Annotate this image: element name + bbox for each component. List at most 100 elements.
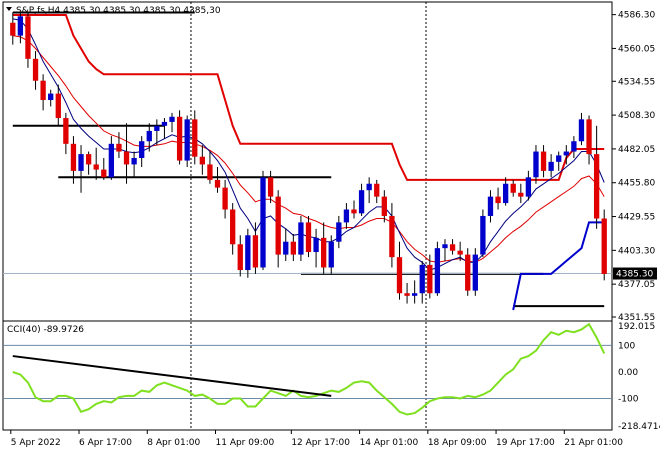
candle-body (93, 164, 99, 170)
x-tick-label: 5 Apr 2022 (11, 438, 61, 448)
candle-body (48, 93, 54, 101)
candle-body (10, 22, 16, 36)
y-tick-label: 4455.80 (618, 179, 655, 189)
last-price-label: 4385.30 (616, 270, 653, 280)
x-tick-label: 11 Apr 09:00 (216, 438, 275, 448)
candle-body (131, 157, 137, 165)
candle-body (78, 154, 84, 171)
y-tick-label: 4429.55 (618, 213, 655, 223)
x-tick-label: 12 Apr 17:00 (291, 438, 350, 448)
candle-body (502, 183, 509, 204)
y-tick-label: 4403.30 (618, 246, 655, 256)
candle-body (313, 237, 319, 253)
candle-body (419, 264, 425, 294)
candle-body (404, 293, 410, 296)
candle-body (116, 143, 122, 152)
candle-body (343, 209, 350, 223)
y-tick-label: 4586.30 (618, 11, 655, 21)
candle-body (328, 241, 334, 268)
x-tick-label: 19 Apr 17:00 (496, 438, 555, 448)
candle-body (283, 241, 289, 255)
candle-body (207, 164, 213, 180)
candle-body (434, 248, 441, 294)
candle-body (487, 196, 494, 216)
y-tick-label: 4482.05 (618, 145, 655, 155)
dropdown-triangle-icon (6, 7, 12, 11)
candle-body (101, 169, 107, 178)
cci-line (12, 322, 606, 416)
candle-body (55, 93, 61, 119)
y-tick-label: 4351.55 (618, 313, 655, 323)
candle-body (396, 257, 403, 294)
candle-body (457, 250, 463, 255)
y-tick-label: 4534.55 (618, 77, 655, 87)
candle-body (389, 215, 395, 258)
candle-body (192, 119, 198, 157)
candle-body (556, 155, 562, 162)
y-tick-label: 4508.30 (618, 111, 655, 121)
candle-body (601, 218, 607, 274)
candle-body (495, 196, 501, 204)
candle-body (146, 130, 152, 142)
candle-body (593, 154, 600, 219)
cci-y-tick-label: 192.015 (618, 322, 655, 332)
cci-label: CCI(40) -89.9726 (7, 325, 84, 335)
candle-body (571, 141, 577, 152)
lower-band-line (512, 221, 605, 311)
candle-body (548, 161, 554, 171)
cci-trendline (12, 355, 332, 397)
candle-body (540, 151, 547, 171)
cci-y-tick-label: 100 (618, 341, 635, 351)
candle-body (199, 156, 206, 165)
candle-body (449, 244, 456, 251)
candle-body (305, 222, 312, 253)
candle-body (40, 80, 46, 101)
candle-body (230, 209, 236, 245)
cci-y-tick-label: -218.4714 (618, 422, 660, 432)
y-tick-label: 4377.05 (618, 280, 655, 290)
candle-body (139, 141, 145, 158)
x-tick-label: 6 Apr 17:00 (79, 438, 132, 448)
candle-body (472, 254, 478, 291)
candle-body (176, 116, 183, 161)
candle-body (222, 187, 228, 210)
candle-body (427, 264, 433, 294)
candle-body (17, 16, 24, 36)
candle-body (85, 154, 92, 165)
candle-body (25, 16, 31, 59)
x-tick-label: 8 Apr 01:00 (147, 438, 200, 448)
chart-header: S&P,fs,H4 4385.30 4385.30 4385.30 4385,3… (16, 6, 221, 16)
candle-body (290, 241, 296, 255)
candle-body (108, 143, 115, 178)
candle-body (366, 183, 372, 191)
candle-body (123, 151, 130, 165)
candle-body (267, 177, 274, 197)
x-tick-label: 21 Apr 01:00 (564, 438, 623, 448)
candle-body (169, 116, 175, 122)
candle-body (533, 151, 539, 178)
candle-body (518, 192, 524, 197)
candle-body (245, 235, 251, 271)
candle-body (275, 196, 281, 255)
candle-body (480, 215, 486, 255)
candle-body (578, 119, 585, 142)
candle-body (260, 177, 266, 268)
upper-envelope-line (12, 14, 605, 181)
candle-body (63, 118, 69, 144)
candle-body (563, 151, 569, 156)
candle-body (70, 143, 77, 171)
candle-body (411, 293, 418, 296)
candle-body (525, 177, 532, 197)
candle-body (298, 222, 304, 255)
candle-body (374, 183, 380, 197)
candle-body (510, 183, 516, 193)
candle-body (214, 179, 221, 188)
candle-body (336, 222, 342, 242)
candle-body (237, 244, 243, 271)
cci-y-tick-label: -100 (618, 395, 639, 405)
candle-body (252, 235, 259, 268)
cci-y-tick-label: 0.00 (618, 368, 638, 378)
candle-body (321, 237, 327, 268)
